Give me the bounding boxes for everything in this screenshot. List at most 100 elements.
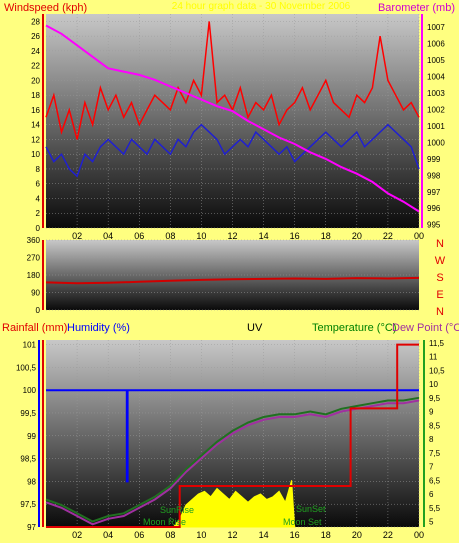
baro-ytick-996: 996 [427, 204, 441, 213]
sunset-label: SunSet [296, 504, 326, 514]
temp-ytick-5,5: 5,5 [429, 504, 441, 513]
temp-ytick-7,5: 7,5 [429, 449, 441, 458]
temp-ytick-5: 5 [429, 518, 434, 527]
temp-ytick-10,5: 10,5 [429, 366, 445, 375]
sunrise-label: SunRise [160, 505, 194, 515]
baro-ytick-1006: 1006 [427, 40, 445, 49]
wind-ytick-22: 22 [31, 62, 40, 71]
wind-ytick-12: 12 [31, 135, 40, 144]
hum-ytick-97: 97 [27, 523, 36, 532]
temp-ytick-9,5: 9,5 [429, 394, 441, 403]
wind-ytick-18: 18 [31, 91, 40, 100]
wind-xtick-20: 20 [352, 231, 362, 241]
series-uv [172, 480, 296, 528]
temp-xtick-06: 06 [134, 530, 144, 540]
wind-ytick-24: 24 [31, 47, 40, 56]
moonset-label: Moon Set [283, 517, 322, 527]
temp-ytick-6,5: 6,5 [429, 476, 441, 485]
temp-xtick-20: 20 [352, 530, 362, 540]
temp-xtick-18: 18 [321, 530, 331, 540]
series-gust [45, 21, 420, 140]
temp-xtick-10: 10 [196, 530, 206, 540]
temp-series [45, 343, 420, 528]
dir-ytick-270: 270 [27, 254, 41, 263]
wind-gridlines [46, 14, 420, 229]
wind-ytick-2: 2 [36, 209, 41, 218]
series-temperature [45, 396, 420, 523]
direction-gridlines [46, 239, 419, 311]
baro-ytick-1007: 1007 [427, 23, 445, 32]
temperature-label: Temperature (°C) [312, 322, 396, 334]
dir-ytick-0: 0 [36, 306, 41, 315]
hum-ytick-99: 99 [27, 432, 36, 441]
wind-ytick-26: 26 [31, 32, 40, 41]
compass-letter-4: N [436, 306, 444, 318]
direction-series [45, 276, 420, 285]
hum-ytick-100,5: 100,5 [16, 363, 37, 372]
wind-ytick-14: 14 [31, 121, 40, 130]
compass-letter-2: S [436, 272, 443, 284]
wind-ylabel: Windspeed (kph) [4, 2, 87, 14]
wind-chart-title: 24 hour graph data - 30 November 2006 [172, 1, 351, 12]
dir-ytick-180: 180 [27, 271, 41, 280]
direction-tick-labels: 0 90 180 270 360 [27, 236, 44, 315]
temp-xtick-12: 12 [227, 530, 237, 540]
temp-ytick-11,5: 11,5 [429, 339, 445, 348]
wind-xtick-18: 18 [321, 231, 331, 241]
baro-ytick-1000: 1000 [427, 138, 445, 147]
temp-ytick-7: 7 [429, 463, 434, 472]
series-barometer [45, 24, 420, 213]
temp-ytick-11: 11 [429, 353, 438, 362]
wind-xtick-16: 16 [290, 231, 300, 241]
series-average [45, 123, 420, 178]
temp-tick-labels: 9797,59898,59999,5100100,510155,566,577,… [16, 339, 445, 540]
temp-xtick-04: 04 [103, 530, 113, 540]
temp-ytick-9: 9 [429, 408, 434, 417]
wind-ytick-6: 6 [36, 180, 41, 189]
wind-ytick-16: 16 [31, 106, 40, 115]
wind-plot-area [46, 14, 419, 228]
temp-ytick-6: 6 [429, 490, 434, 499]
wind-ytick-20: 20 [31, 76, 40, 85]
hum-ytick-97,5: 97,5 [20, 500, 36, 509]
baro-ytick-1001: 1001 [427, 122, 445, 131]
wind-ytick-28: 28 [31, 17, 40, 26]
temp-xtick-16: 16 [290, 530, 300, 540]
hum-ytick-99,5: 99,5 [20, 409, 36, 418]
moonrise-label: Moon Rise [143, 517, 186, 527]
series-humidity [46, 389, 419, 483]
humidity-label: Humidity (%) [67, 322, 130, 334]
temp-xtick-14: 14 [259, 530, 269, 540]
wind-xtick-04: 04 [103, 231, 113, 241]
temp-xtick-08: 08 [165, 530, 175, 540]
wind-tick-labels: 0246810121416182022242628995996997998999… [31, 14, 445, 241]
hum-ytick-98: 98 [27, 477, 36, 486]
wind-xtick-00: 00 [414, 231, 424, 241]
barometer-ylabel: Barometer (mb) [378, 2, 455, 14]
wind-xtick-06: 06 [134, 231, 144, 241]
wind-series [45, 21, 420, 213]
wind-ytick-0: 0 [36, 224, 41, 233]
temp-xtick-00: 00 [414, 530, 424, 540]
baro-ytick-1004: 1004 [427, 73, 445, 82]
dir-ytick-90: 90 [31, 289, 40, 298]
baro-ytick-1003: 1003 [427, 89, 445, 98]
baro-ytick-999: 999 [427, 155, 441, 164]
uv-label: UV [247, 322, 263, 334]
baro-ytick-998: 998 [427, 171, 441, 180]
wind-ytick-4: 4 [36, 194, 41, 203]
wind-ytick-10: 10 [31, 150, 40, 159]
hum-ytick-101: 101 [23, 341, 37, 350]
wind-xtick-12: 12 [227, 231, 237, 241]
baro-ytick-995: 995 [427, 221, 441, 230]
wind-xtick-02: 02 [72, 231, 82, 241]
compass-letter-3: E [436, 289, 443, 301]
series-rainfall [46, 343, 419, 528]
hum-ytick-98,5: 98,5 [20, 455, 36, 464]
wind-xtick-22: 22 [383, 231, 393, 241]
temp-ytick-10: 10 [429, 380, 438, 389]
compass-letter-0: N [436, 238, 444, 250]
baro-ytick-997: 997 [427, 188, 441, 197]
dir-ytick-360: 360 [27, 236, 41, 245]
wind-xtick-14: 14 [259, 231, 269, 241]
